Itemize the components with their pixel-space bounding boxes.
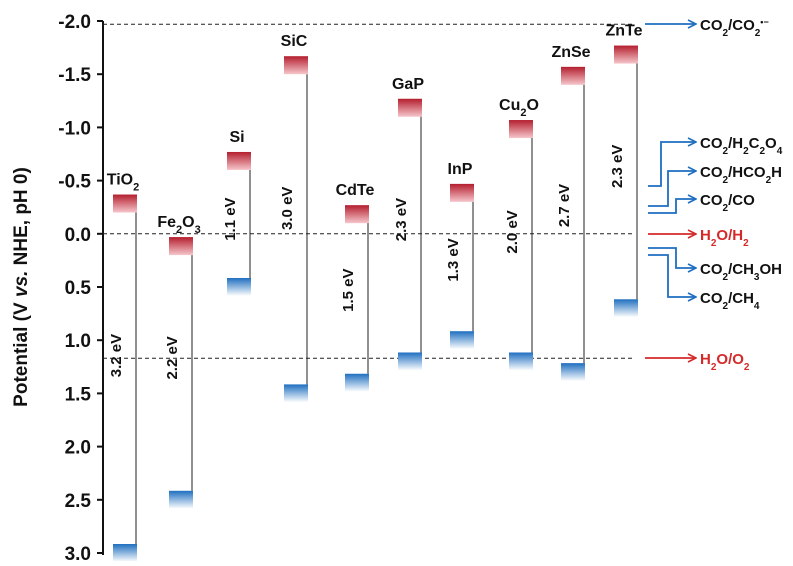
material-znte: ZnTe 2.3 eV xyxy=(605,23,643,318)
conduction-band-edge xyxy=(169,237,193,256)
valence-band-edge xyxy=(284,384,308,403)
valence-band-edge xyxy=(450,331,474,350)
redox-couple: CO2/CH4 xyxy=(648,254,760,312)
redox-couple: CO2/CH3OH xyxy=(648,247,782,283)
conduction-band-edge xyxy=(227,151,251,170)
valence-band-edge xyxy=(345,373,369,392)
conduction-band-edge xyxy=(614,45,638,64)
redox-couple: H2O/H2 xyxy=(648,227,749,249)
band-gap-label: 3.0 eV xyxy=(279,187,296,230)
conduction-band-edge xyxy=(398,98,422,117)
redox-label: CO2/H2C2O4 xyxy=(700,135,783,157)
valence-band-edge xyxy=(169,490,193,509)
conduction-band-edge xyxy=(509,120,533,139)
y-tick-label: 1.0 xyxy=(65,331,91,352)
y-tick-label: 0.0 xyxy=(65,225,91,246)
material-znse: ZnSe 2.7 eV xyxy=(551,44,591,382)
material-sic: SiC 3.0 eV xyxy=(279,33,308,403)
redox-couple: CO2/CO xyxy=(648,192,755,214)
y-tick-label: -2.0 xyxy=(58,12,91,33)
redox-couple: CO2/H2C2O4 xyxy=(648,135,783,187)
material-label: SiC xyxy=(281,33,308,50)
redox-arrow xyxy=(648,199,696,214)
redox-label: CO2/CO xyxy=(700,192,755,214)
redox-arrow xyxy=(648,254,696,297)
material-label: InP xyxy=(448,161,473,178)
material-cdte: CdTe 1.5 eV xyxy=(336,182,375,392)
redox-label: CO2/HCO2H xyxy=(700,164,782,186)
band-gap-label: 1.1 eV xyxy=(222,197,239,240)
redox-label: CO2/CO2•− xyxy=(700,17,769,39)
band-gap-label: 1.5 eV xyxy=(340,269,357,312)
material-label: CdTe xyxy=(336,182,375,199)
material-label: ZnSe xyxy=(551,44,590,61)
material-label: TiO2 xyxy=(107,172,140,194)
redox-label: CO2/CH3OH xyxy=(700,261,782,283)
redox-arrow xyxy=(648,247,696,268)
material-si: Si 1.1 eV xyxy=(222,129,251,296)
band-gap-label: 2.3 eV xyxy=(609,145,626,188)
redox-couple: CO2/CO2•− xyxy=(645,17,769,39)
valence-band-edge xyxy=(509,352,533,371)
conduction-band-edge xyxy=(345,205,369,224)
material-label: GaP xyxy=(392,76,424,93)
material-gap: GaP 2.3 eV xyxy=(392,76,424,371)
redox-label: H2O/O2 xyxy=(700,351,750,373)
material-tio: TiO2 3.2 eV xyxy=(107,172,140,562)
y-tick-label: -1.0 xyxy=(58,118,91,139)
reference-lines xyxy=(103,23,635,359)
material-inp: InP 1.3 eV xyxy=(445,161,474,350)
valence-band-edge xyxy=(227,278,251,296)
conduction-band-edge xyxy=(450,183,474,202)
material-cu: Cu2O 2.0 eV xyxy=(499,97,539,371)
y-axis: -2.0 -1.5 -1.0 -0.5 0.0 0.5 1.0 1.5 2.0 2.5 3.0 Pot… xyxy=(11,12,104,565)
y-tick-label: -0.5 xyxy=(58,172,91,193)
redox-couples: CO2/CO2•− CO2/H2C2O4 CO2/HCO2H CO2/CO H2O/H2… xyxy=(645,17,783,373)
y-tick-label: 2.0 xyxy=(65,438,91,459)
valence-band-edge xyxy=(398,352,422,371)
y-tick-label: 0.5 xyxy=(65,278,92,299)
band-gap-label: 3.2 eV xyxy=(108,334,125,377)
redox-label: H2O/H2 xyxy=(700,227,749,249)
band-gap-label: 2.0 eV xyxy=(504,210,521,253)
y-tick-label: -1.5 xyxy=(58,65,91,86)
material-label: Fe2O3 xyxy=(157,214,200,236)
material-fe: Fe2O3 2.2 eV xyxy=(157,214,201,509)
y-tick-label: 3.0 xyxy=(65,544,91,561)
band-gap-label: 2.2 eV xyxy=(164,336,181,379)
band-gap-label: 1.3 eV xyxy=(445,238,462,281)
y-tick-label: 1.5 xyxy=(65,384,92,405)
valence-band-edge xyxy=(561,363,585,382)
conduction-band-edge xyxy=(561,66,585,85)
material-label: Cu2O xyxy=(499,97,539,119)
conduction-band-edge xyxy=(113,194,137,213)
redox-couple: CO2/HCO2H xyxy=(648,164,782,207)
material-label: ZnTe xyxy=(605,23,642,40)
redox-label: CO2/CH4 xyxy=(700,290,760,312)
material-label: Si xyxy=(229,129,244,146)
band-gap-label: 2.7 eV xyxy=(556,184,573,227)
valence-band-edge xyxy=(614,299,638,318)
valence-band-edge xyxy=(113,544,137,562)
band-gap-label: 2.3 eV xyxy=(393,198,410,241)
band-edges: TiO2 3.2 eV Fe2O3 2.2 eV Si 1.1 eV SiC 3.0 eV Cd… xyxy=(107,23,643,562)
y-axis-title: Potential (V vs. NHE, pH 0) xyxy=(11,167,32,407)
y-tick-label: 2.5 xyxy=(65,491,92,512)
redox-couple: H2O/O2 xyxy=(645,351,750,373)
conduction-band-edge xyxy=(284,56,308,75)
redox-arrow xyxy=(648,142,696,187)
redox-arrow xyxy=(648,171,696,207)
